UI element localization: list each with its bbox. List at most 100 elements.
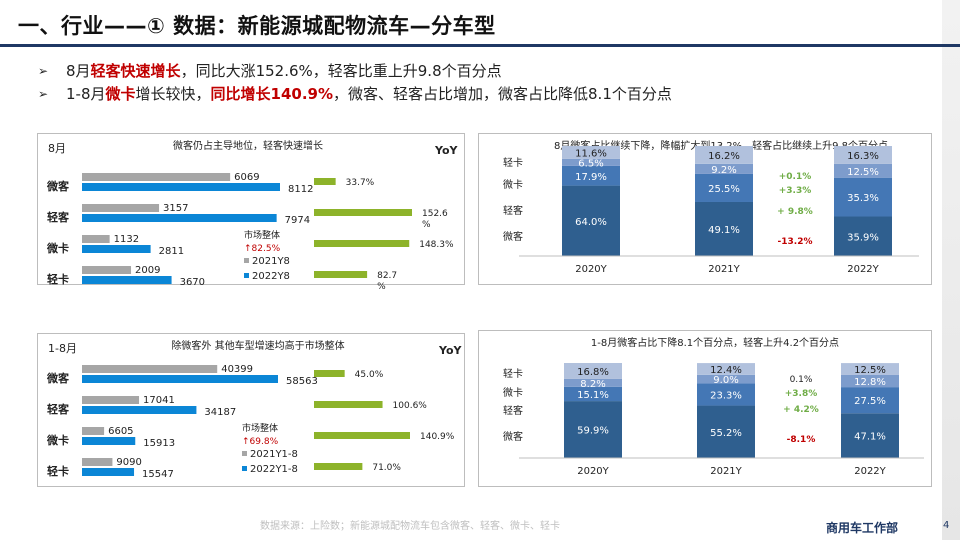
data-source-note: 数据来源：上险数；新能源城配物流车包含微客、轻客、微卡、轻卡 (260, 521, 560, 532)
stack-segment (697, 383, 755, 406)
chart-title: 除微客外 其他车型增速均高于市场整体 (171, 339, 344, 352)
stack-segment (834, 146, 892, 164)
bar-curr-value: 7974 (285, 215, 310, 226)
bar-curr-value: 3670 (180, 277, 205, 288)
x-tick-label: 2020Y (575, 264, 607, 275)
segment-value: 16.2% (708, 151, 740, 162)
yoy-value: 100.6% (393, 401, 428, 411)
yoy-value: 140.9% (420, 432, 455, 442)
period-label: 1-8月 (48, 342, 77, 355)
legend-swatch-curr (244, 273, 249, 278)
x-tick-label: 2022Y (847, 264, 879, 275)
segment-value: 12.5% (854, 365, 886, 376)
page-title: 一、行业——① 数据：新能源城配物流车—分车型 (18, 14, 496, 38)
yoy-value: 148.3% (419, 240, 454, 250)
bar-curr-value: 15547 (142, 469, 174, 480)
bar-prev-year (82, 173, 231, 181)
bar-curr-year (82, 437, 136, 445)
bar-prev-value: 3157 (163, 203, 188, 214)
bar-prev-year (82, 204, 160, 212)
stack-segment (697, 374, 755, 384)
bullet-text: 1-8月 (66, 85, 106, 103)
yoy-bar (314, 271, 368, 278)
chart-panel-ytd-volume: 除微客外 其他车型增速均高于市场整体 1-8月 YoY 微客 40399 58563 45.… (37, 333, 465, 487)
market-note-label: 市场整体 (242, 422, 278, 434)
summary-bullets: ➢ 8月 轻客快速增长 ，同比大涨152.6%，轻客比重上升9.8个百分点 ➢ 1-8月微… (38, 60, 672, 106)
category-label: 轻卡 (47, 464, 69, 478)
segment-value: 64.0% (575, 217, 607, 228)
segment-value: 12.5% (847, 167, 879, 178)
bar-prev-value: 1132 (114, 234, 139, 245)
segment-value: 12.4% (710, 365, 742, 376)
segment-value: 15.1% (577, 390, 609, 401)
legend-swatch-prev (244, 258, 249, 263)
stack-row-label: 轻卡 (503, 367, 523, 380)
bar-prev-value: 9090 (116, 457, 141, 468)
market-note-value: ↑69.8% (242, 437, 279, 447)
chart-panel-aug-share: 8月微客占比继续下降，降幅扩大到13.2%，轻客占比继续上升9.8个百分点 64.… (478, 133, 932, 285)
segment-value: 8.2% (580, 379, 605, 390)
yoy-value: 45.0% (355, 370, 384, 380)
share-change-label: +3.8% (785, 389, 818, 399)
stack-row-label: 轻客 (503, 204, 523, 217)
stack-segment (695, 173, 753, 202)
stack-row-label: 微卡 (503, 178, 523, 191)
legend-swatch-curr (242, 466, 247, 471)
stack-segment (834, 177, 892, 217)
yoy-value: 82.7% (377, 271, 397, 292)
stack-segment (841, 374, 899, 388)
segment-value: 16.8% (577, 367, 609, 378)
share-change-label: 0.1% (790, 375, 813, 385)
share-change-label: +0.1% (779, 172, 812, 182)
segment-value: 23.3% (710, 390, 742, 401)
bullet-item: ➢ 1-8月 微卡 增长较快， 同比增长140.9% ，微客、轻客占比增加，微客占比降低8… (38, 83, 672, 106)
market-note-value: ↑82.5% (244, 244, 281, 254)
stack-segment (695, 146, 753, 164)
bar-curr-value: 15913 (143, 438, 175, 449)
bullet-text: ，同比大涨152.6%，轻客比重上升9.8个百分点 (180, 62, 502, 80)
bar-prev-value: 40399 (221, 364, 253, 375)
share-change-label: -13.2% (778, 237, 813, 247)
share-change-label: + 4.2% (783, 405, 819, 415)
category-label: 轻客 (47, 402, 70, 416)
yoy-bar (314, 240, 410, 247)
share-change-label: -8.1% (787, 435, 816, 445)
bar-prev-year (82, 235, 110, 243)
segment-value: 35.9% (847, 232, 879, 243)
segment-value: 6.5% (578, 158, 603, 169)
legend-swatch-prev (242, 451, 247, 456)
bar-curr-value: 34187 (204, 407, 236, 418)
segment-value: 17.9% (575, 172, 607, 183)
bullet-highlight: 同比增长140.9% (210, 85, 334, 103)
x-tick-label: 2021Y (708, 264, 740, 275)
page-number: 4 (943, 520, 950, 531)
chart-panel-aug-volume: 微客仍占主导地位，轻客快速增长 8月 YoY 微客 6069 8112 33.7% 轻客 315… (37, 133, 465, 292)
yoy-label: YoY (438, 344, 463, 357)
bar-curr-year (82, 183, 280, 191)
segment-value: 27.5% (854, 396, 886, 407)
stack-row-label: 微客 (503, 230, 523, 243)
stack-segment (697, 363, 755, 375)
right-edge-strip (942, 0, 960, 540)
yoy-value: 33.7% (346, 178, 375, 188)
yoy-bar (314, 209, 412, 216)
chart-aug-share: 8月微客占比继续下降，降幅扩大到13.2%，轻客占比继续上升9.8个百分点 64.… (503, 139, 919, 275)
stack-segment (841, 387, 899, 414)
bar-curr-year (82, 406, 197, 414)
yoy-bar (314, 432, 410, 439)
bar-curr-value: 58563 (286, 376, 318, 387)
bullet-text: 8月 (66, 62, 91, 80)
chart-title: 1-8月微客占比下降8.1个百分点，轻客上升4.2个百分点 (591, 336, 839, 349)
stack-row-label: 微卡 (503, 386, 523, 399)
stack-row-label: 微客 (503, 430, 523, 443)
chart-ytd-volume: 除微客外 其他车型增速均高于市场整体 1-8月 YoY 微客 40399 58563 45.… (46, 339, 463, 480)
stack-segment (697, 405, 755, 458)
legend-prev-label: 2021Y1-8 (250, 449, 298, 460)
title-divider (0, 44, 960, 47)
share-change-label: + 9.8% (777, 207, 813, 217)
bar-curr-value: 2811 (159, 246, 184, 257)
segment-value: 55.2% (710, 428, 742, 439)
bullet-text: ，微客、轻客占比增加，微客占比降低8.1个百分点 (333, 85, 672, 103)
stack-segment (564, 386, 622, 402)
stack-segment (841, 413, 899, 458)
